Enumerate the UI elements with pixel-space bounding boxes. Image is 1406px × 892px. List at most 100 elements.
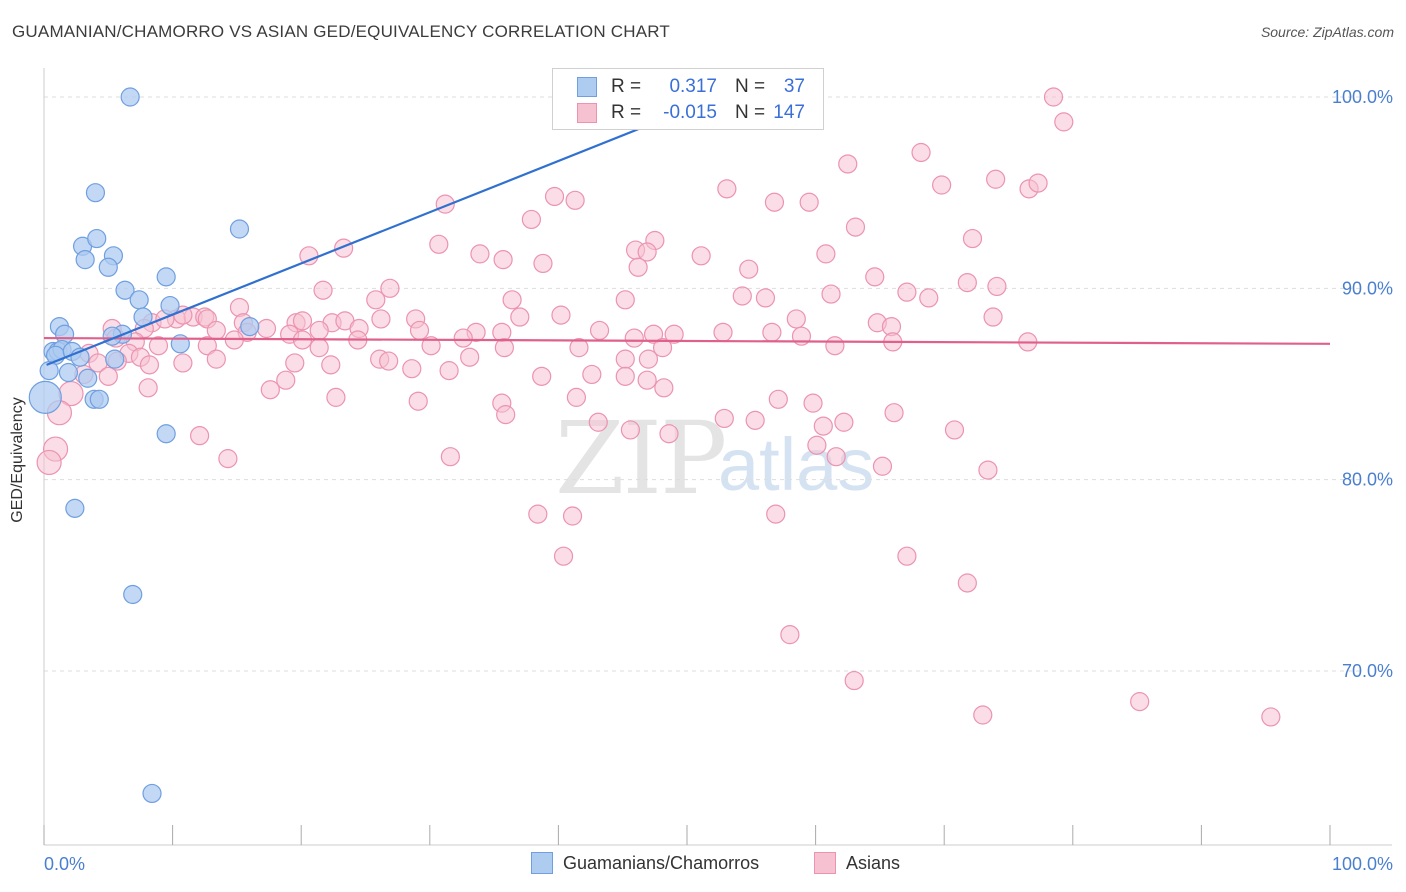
- asian-point-122: [260, 380, 280, 400]
- asian-point-78: [713, 322, 733, 342]
- asian-point-6: [932, 175, 952, 195]
- asian-point-117: [615, 366, 635, 386]
- asian-point-79: [762, 322, 782, 342]
- asian-point-112: [321, 355, 341, 375]
- asian-point-121: [138, 378, 158, 398]
- asian-point-97: [825, 336, 845, 356]
- asian-point-139: [884, 403, 904, 423]
- y-tick-label-0: 100.0%: [1332, 87, 1393, 107]
- asian-point-76: [643, 324, 664, 344]
- asian-point-95: [569, 338, 589, 358]
- series-legend: Guamanians/Chamorros Asians: [0, 852, 1406, 876]
- guamanian-point-1: [85, 183, 106, 203]
- asian-point-150: [872, 456, 893, 476]
- n-label: N =: [735, 76, 766, 97]
- asian-point-149: [944, 420, 965, 440]
- asian-point-35: [897, 282, 917, 302]
- guamanian-point-8: [156, 267, 176, 287]
- asian-point-24: [493, 250, 513, 270]
- asian-point-158: [780, 625, 800, 645]
- x-tick-label-0: 0.0%: [44, 854, 85, 874]
- legend-row-asians: R = -0.015 N = 147: [577, 100, 805, 126]
- asian-point-1: [1054, 112, 1074, 132]
- asian-point-133: [496, 405, 516, 425]
- asian-point-115: [532, 366, 552, 386]
- asian-point-72: [409, 320, 430, 341]
- asian-point-120: [98, 366, 118, 386]
- asian-point-111: [285, 353, 305, 373]
- asian-point-160: [973, 705, 993, 725]
- asian-point-68: [256, 318, 277, 339]
- guamanian-point-9: [115, 280, 135, 300]
- y-tick-label-2: 80.0%: [1342, 470, 1393, 490]
- asian-point-106: [638, 349, 659, 369]
- asian-point-7: [1028, 173, 1048, 193]
- guamanian-point-34: [123, 584, 143, 605]
- asian-point-11: [544, 186, 565, 207]
- asian-point-31: [957, 272, 977, 293]
- legend-item-guamanians: Guamanians/Chamorros: [531, 852, 759, 874]
- asian-point-94: [494, 338, 514, 358]
- legend-row-guamanians: R = 0.317 N = 37: [577, 74, 805, 100]
- source-label: Source: ZipAtlas.com: [1260, 24, 1394, 40]
- asian-point-8: [717, 179, 737, 199]
- guamanian-point-0: [120, 87, 140, 107]
- asian-point-138: [745, 410, 765, 430]
- asian-point-92: [309, 338, 329, 358]
- asian-point-161: [1130, 692, 1150, 712]
- asian-point-114: [439, 361, 459, 381]
- guamanian-point-18: [170, 334, 190, 354]
- asian-point-130: [803, 393, 823, 413]
- guamanian-point-7: [98, 257, 118, 277]
- asian-point-93: [421, 336, 441, 356]
- asian-point-145: [218, 449, 238, 469]
- guamanian-point-32: [156, 424, 176, 444]
- n-value: 37: [783, 76, 805, 97]
- asian-point-34: [755, 288, 776, 308]
- legend-item-asians: Asians: [814, 852, 900, 874]
- guamanian-point-30: [89, 389, 109, 409]
- guamanian-point-6: [75, 250, 95, 270]
- asian-point-12: [565, 190, 585, 210]
- asian-point-101: [206, 349, 226, 369]
- asian-point-159: [844, 670, 864, 691]
- n-value: 147: [773, 102, 805, 123]
- y-tick-label-1: 90.0%: [1342, 278, 1393, 298]
- asian-point-162: [1261, 707, 1281, 727]
- asian-point-91: [197, 336, 217, 356]
- guamanian-point-27: [58, 362, 79, 383]
- asian-point-9: [799, 192, 819, 212]
- asian-point-104: [460, 347, 480, 367]
- asian-point-135: [620, 420, 641, 440]
- asian-point-33: [732, 286, 752, 306]
- blue-swatch: [531, 852, 553, 874]
- guamanian-point-12: [160, 295, 180, 316]
- watermark-zip: ZIP: [555, 400, 727, 517]
- asian-point-137: [714, 408, 734, 429]
- guamanian-point-31: [28, 380, 62, 414]
- guamanian-point-35: [142, 783, 162, 804]
- guamanian-point-10: [129, 290, 149, 310]
- asian-point-148: [826, 447, 846, 467]
- guamanian-point-25: [105, 349, 125, 369]
- asian-point-143: [36, 449, 62, 476]
- r-value: -0.015: [663, 102, 717, 123]
- pink-swatch: [577, 103, 597, 123]
- pink-swatch: [814, 852, 836, 874]
- asian-point-29: [816, 244, 836, 264]
- guamanian-point-33: [65, 498, 85, 518]
- asian-point-77: [664, 324, 684, 344]
- guamanian-point-2: [229, 219, 250, 239]
- asian-point-141: [834, 412, 854, 432]
- asian-point-58: [510, 307, 530, 327]
- asian-point-134: [588, 412, 608, 432]
- asian-point-110: [173, 353, 193, 373]
- asian-point-151: [978, 460, 998, 480]
- asian-point-87: [624, 328, 644, 348]
- n-label: N =: [735, 102, 766, 123]
- asian-point-105: [615, 349, 635, 369]
- asian-point-0: [1043, 87, 1064, 107]
- asian-point-32: [821, 284, 841, 304]
- asian-point-152: [528, 504, 548, 524]
